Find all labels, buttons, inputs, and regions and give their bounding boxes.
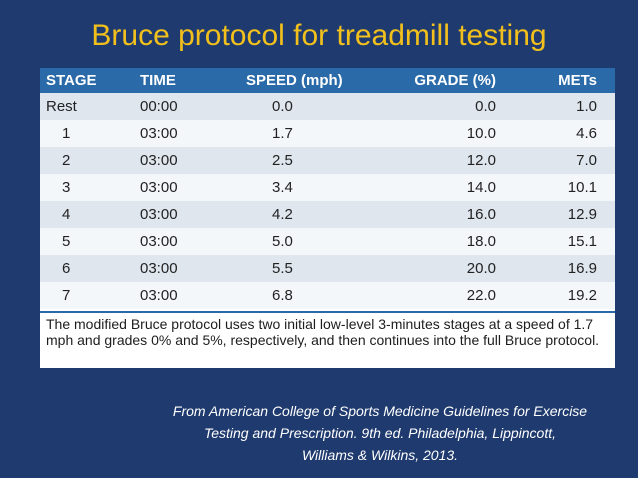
protocol-table: STAGE TIME SPEED (mph) GRADE (%) METs Re…: [40, 68, 615, 309]
cell-speed: 3.4: [272, 179, 293, 196]
cell-mets: 16.9: [567, 260, 597, 277]
cell-speed: 2.5: [272, 152, 293, 169]
cell-stage: 7: [62, 287, 71, 304]
cell-time: 03:00: [140, 125, 178, 142]
cell-mets: 10.1: [567, 179, 597, 196]
table-row: 3 03:00 3.4 14.0 10.1: [40, 174, 615, 201]
cell-grade: 12.0: [466, 152, 496, 169]
slide-title: Bruce protocol for treadmill testing: [91, 19, 547, 52]
cell-speed: 4.2: [272, 206, 293, 223]
cell-grade: 20.0: [466, 260, 496, 277]
cell-time: 03:00: [140, 179, 178, 196]
cell-time: 03:00: [140, 233, 178, 250]
cell-grade: 14.0: [466, 179, 496, 196]
cell-stage: Rest: [46, 98, 77, 115]
cell-mets: 1.0: [576, 98, 597, 115]
header-mets: METs: [558, 72, 597, 89]
cell-speed: 5.5: [272, 260, 293, 277]
cell-stage: 5: [62, 233, 71, 250]
header-speed: SPEED (mph): [246, 72, 343, 89]
cell-time: 00:00: [140, 98, 178, 115]
cell-mets: 12.9: [567, 206, 597, 223]
cell-grade: 10.0: [466, 125, 496, 142]
cell-grade: 22.0: [466, 287, 496, 304]
table-row: 5 03:00 5.0 18.0 15.1: [40, 228, 615, 255]
cell-speed: 5.0: [272, 233, 293, 250]
cell-grade: 0.0: [475, 98, 496, 115]
source-citation: From American College of Sports Medicine…: [150, 400, 610, 466]
bruce-protocol-table: STAGE TIME SPEED (mph) GRADE (%) METs Re…: [40, 68, 615, 368]
cell-speed: 0.0: [272, 98, 293, 115]
cell-time: 03:00: [140, 260, 178, 277]
table-header-row: STAGE TIME SPEED (mph) GRADE (%) METs: [40, 68, 615, 93]
cell-mets: 15.1: [567, 233, 597, 250]
table-footnote: The modified Bruce protocol uses two ini…: [40, 311, 615, 348]
cell-mets: 4.6: [576, 125, 597, 142]
cell-time: 03:00: [140, 152, 178, 169]
cell-stage: 6: [62, 260, 71, 277]
table-row: 1 03:00 1.7 10.0 4.6: [40, 120, 615, 147]
table-row: 6 03:00 5.5 20.0 16.9: [40, 255, 615, 282]
cell-speed: 6.8: [272, 287, 293, 304]
cell-speed: 1.7: [272, 125, 293, 142]
cell-grade: 18.0: [466, 233, 496, 250]
citation-line: From American College of Sports Medicine…: [172, 403, 588, 419]
cell-stage: 2: [62, 152, 71, 169]
table-row: 4 03:00 4.2 16.0 12.9: [40, 201, 615, 228]
cell-mets: 7.0: [576, 152, 597, 169]
cell-stage: 3: [62, 179, 71, 196]
citation-line: Williams & Wilkins, 2013.: [301, 447, 459, 463]
cell-stage: 4: [62, 206, 71, 223]
header-time: TIME: [140, 72, 176, 89]
table-row: 2 03:00 2.5 12.0 7.0: [40, 147, 615, 174]
cell-time: 03:00: [140, 287, 178, 304]
table-row: 7 03:00 6.8 22.0 19.2: [40, 282, 615, 309]
header-grade: GRADE (%): [414, 72, 496, 89]
header-stage: STAGE: [46, 72, 97, 89]
cell-stage: 1: [62, 125, 71, 142]
cell-time: 03:00: [140, 206, 178, 223]
cell-mets: 19.2: [567, 287, 597, 304]
table-row: Rest 00:00 0.0 0.0 1.0: [40, 93, 615, 120]
cell-grade: 16.0: [466, 206, 496, 223]
citation-line: Testing and Prescription. 9th ed. Philad…: [203, 425, 557, 441]
